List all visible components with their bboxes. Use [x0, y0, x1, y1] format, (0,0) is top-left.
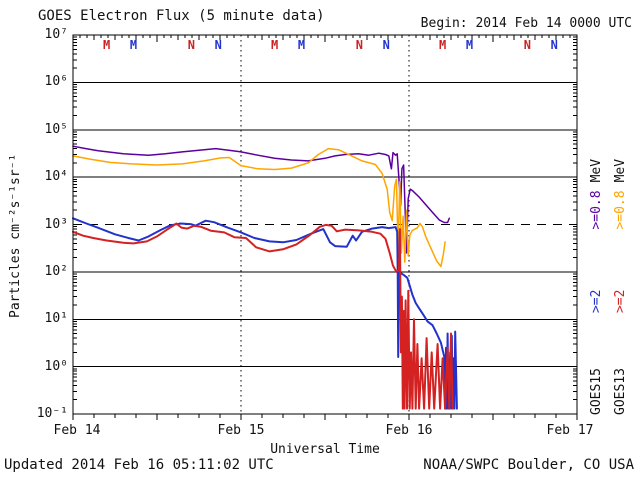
plot-frame [72, 34, 578, 415]
y-tick-label: 10¹ [44, 311, 68, 327]
series-goes13-2-mev [72, 222, 454, 410]
x-axis-title: Universal Time [270, 442, 380, 457]
noon-marker: N [188, 38, 195, 52]
y-tick-label: 10³ [44, 216, 68, 232]
legend-goes15: GOES15 >=2 >=0.8 MeV [589, 159, 604, 415]
midnight-marker: M [439, 38, 446, 52]
updated-timestamp: Updated 2014 Feb 16 05:11:02 UTC [4, 457, 274, 473]
noon-marker: N [383, 38, 390, 52]
midnight-marker: M [466, 38, 473, 52]
gridlines [72, 35, 578, 420]
legend-satellite-label: GOES13 [613, 368, 628, 415]
y-tick-label: 10⁰ [44, 358, 68, 374]
noon-marker: N [524, 38, 531, 52]
legend-ge08-label: >=0.8 [589, 190, 604, 230]
x-tick-label: Feb 15 [217, 423, 265, 438]
noon-marker: N [356, 38, 363, 52]
legend-mev-label: MeV [613, 158, 628, 183]
series-goes13-0.8-mev [72, 147, 446, 268]
data-source: NOAA/SWPC Boulder, CO USA [423, 457, 634, 473]
legend-ge2-label: >=2 [589, 289, 604, 314]
midnight-marker: M [271, 38, 278, 52]
legend-goes13: GOES13 >=2 >=0.8 MeV [613, 159, 628, 415]
legend-ge2-label: >=2 [613, 289, 628, 314]
midnight-marker: M [298, 38, 305, 52]
noon-marker: N [551, 38, 558, 52]
noon-marker: N [215, 38, 222, 52]
x-tick-label: Feb 14 [53, 423, 101, 438]
series-goes15-0.8-mev [72, 145, 451, 254]
begin-timestamp: Begin: 2014 Feb 14 0000 UTC [420, 16, 632, 31]
legend-mev-label: MeV [589, 158, 604, 183]
chart-title: GOES Electron Flux (5 minute data) [38, 8, 325, 24]
y-tick-label: 10⁵ [44, 121, 68, 137]
legend-ge08-label: >=0.8 [613, 190, 628, 230]
midnight-marker: M [103, 38, 110, 52]
y-tick-label: 10⁷ [44, 27, 68, 42]
y-tick-label: 10⁴ [44, 169, 68, 185]
y-tick-label: 10⁻¹ [36, 406, 68, 421]
series-goes15-2-mev [72, 217, 458, 410]
x-tick-label: Feb 17 [546, 423, 594, 438]
midnight-marker: M [130, 38, 137, 52]
y-tick-label: 10² [44, 263, 68, 279]
legend-satellite-label: GOES15 [589, 368, 604, 415]
y-tick-label: 10⁶ [44, 74, 68, 90]
x-tick-label: Feb 16 [385, 423, 433, 438]
